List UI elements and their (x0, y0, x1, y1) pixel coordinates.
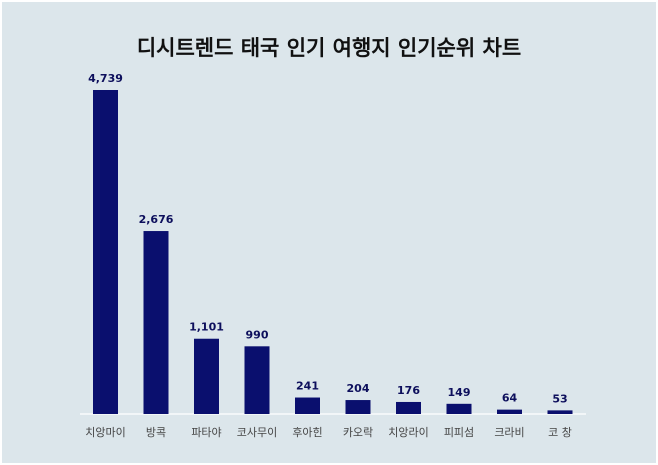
category-label-9: 크라비 (494, 426, 524, 439)
category-label-10: 코 창 (548, 426, 572, 439)
data-label-1: 4,739 (88, 72, 123, 85)
category-label-3: 파타야 (191, 426, 221, 439)
bar-4 (244, 346, 270, 414)
data-label-7: 176 (397, 384, 420, 397)
bar-5 (295, 397, 320, 414)
category-label-4: 코사무이 (237, 426, 277, 439)
data-label-2: 2,676 (139, 213, 174, 226)
category-label-7: 치앙라이 (388, 426, 428, 439)
bar-9 (497, 409, 522, 414)
category-label-6: 카오락 (343, 426, 373, 439)
data-label-8: 149 (448, 386, 471, 399)
bar-10 (547, 410, 573, 414)
category-label-8: 피피섬 (444, 426, 474, 439)
data-label-6: 204 (347, 382, 370, 395)
category-label-2: 방콕 (146, 426, 166, 439)
bar-6 (345, 400, 371, 414)
category-label-1: 치앙마이 (85, 426, 125, 439)
data-label-10: 53 (552, 392, 567, 405)
chart-title: 디시트렌드 태국 인기 여행지 인기순위 차트 (136, 36, 522, 60)
bar-7 (396, 401, 421, 414)
bar-8 (446, 403, 472, 414)
data-label-4: 990 (246, 328, 269, 341)
bar-3 (194, 338, 219, 414)
category-label-5: 후아힌 (292, 426, 322, 439)
bar-2 (143, 231, 169, 414)
data-label-5: 241 (296, 380, 319, 393)
bar-1 (93, 90, 118, 414)
data-label-9: 64 (502, 392, 518, 405)
data-label-3: 1,101 (189, 321, 224, 334)
